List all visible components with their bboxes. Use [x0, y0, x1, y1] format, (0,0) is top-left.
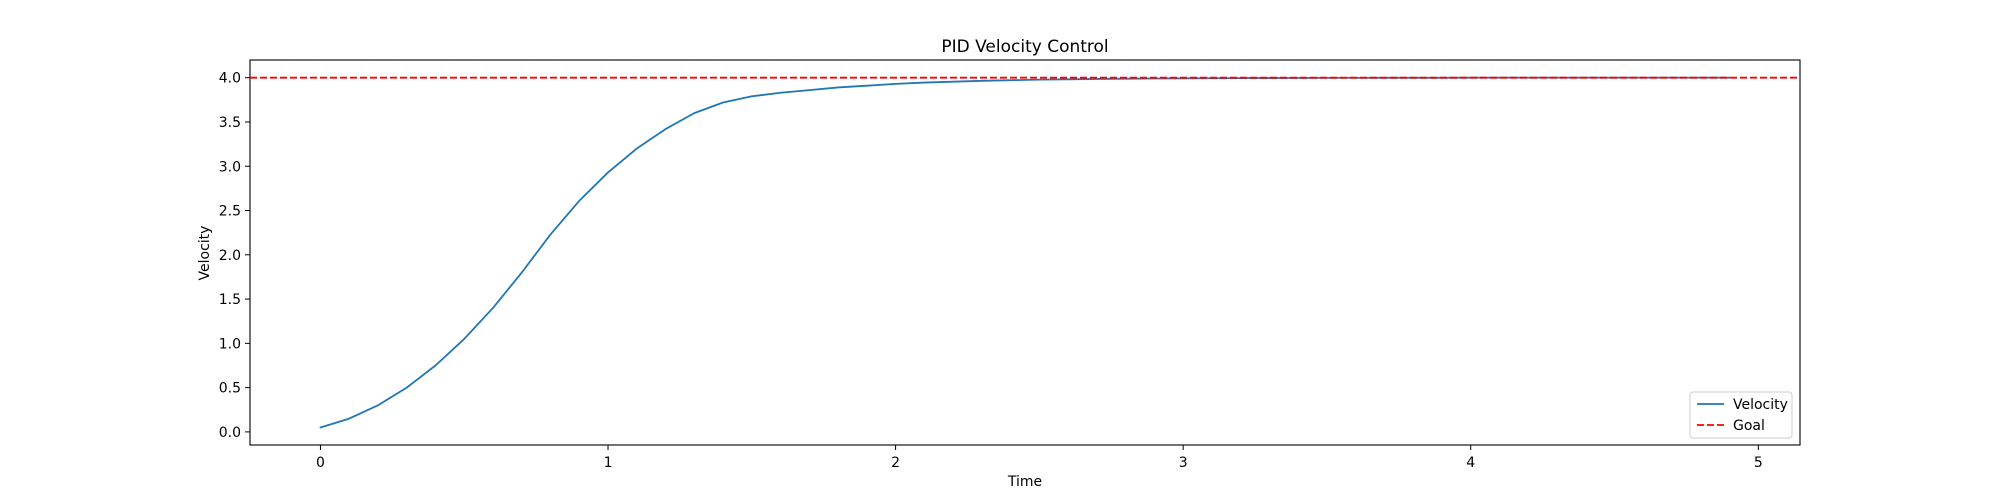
legend: Velocity Goal: [1689, 391, 1793, 439]
axes-frame: [249, 59, 1801, 446]
y-tick-label: 0.5: [219, 381, 241, 397]
y-tick-label: 2.0: [219, 248, 241, 264]
x-tick-label: 4: [1466, 455, 1475, 471]
y-tick-label: 3.0: [219, 159, 241, 175]
y-tick-label: 4.0: [219, 71, 241, 87]
y-tick-label: 2.5: [219, 204, 241, 220]
plot-area: [249, 59, 1801, 446]
x-tick-label: 1: [604, 455, 613, 471]
x-tick-label: 2: [891, 455, 900, 471]
y-axis: 0.0 0.5 1.0 1.5 2.0 2.5 3.0 3.5 4.0: [219, 71, 250, 441]
x-tick-label: 0: [316, 455, 325, 471]
y-tick-label: 1.5: [219, 292, 241, 308]
y-axis-title: Velocity: [197, 226, 213, 281]
legend-goal-label: Goal: [1733, 418, 1765, 434]
legend-velocity-label: Velocity: [1733, 397, 1788, 413]
y-tick-label: 3.5: [219, 115, 241, 131]
y-tick-label: 0.0: [219, 425, 241, 441]
x-axis-title: Time: [1007, 474, 1042, 490]
x-axis: 0 1 2 3 4 5: [316, 445, 1763, 471]
x-tick-label: 5: [1754, 455, 1763, 471]
x-tick-label: 3: [1179, 455, 1188, 471]
chart-title: PID Velocity Control: [941, 37, 1108, 57]
y-tick-label: 1.0: [219, 336, 241, 352]
series-layer: [250, 76, 1800, 429]
